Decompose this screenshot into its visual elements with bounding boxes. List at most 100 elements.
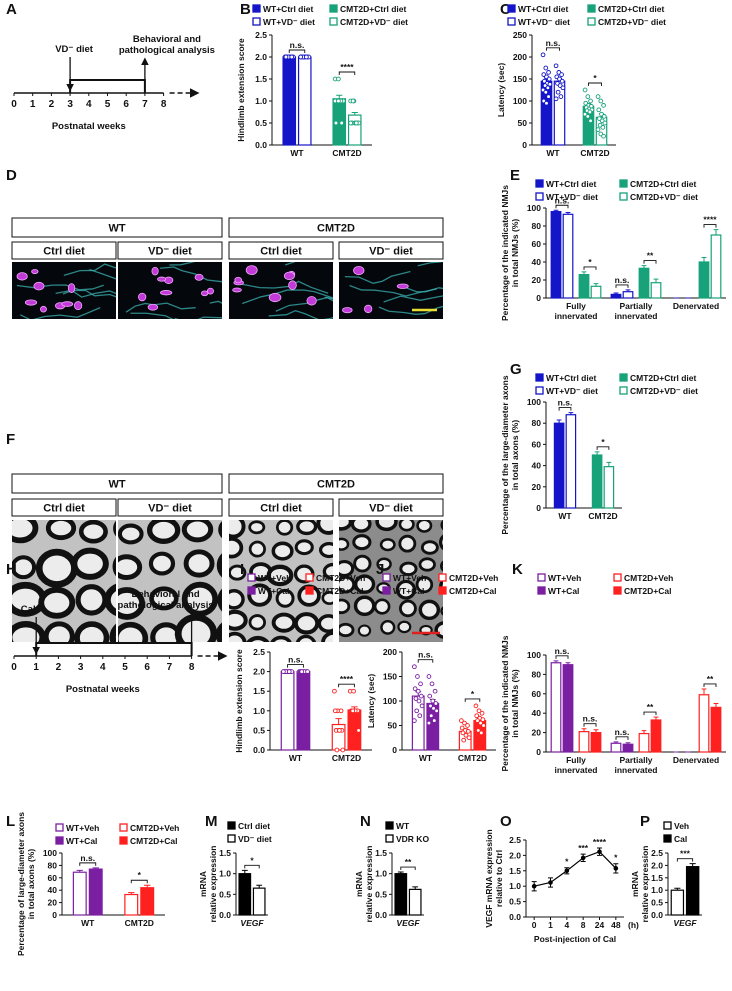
y-tick-label: 0 (392, 745, 397, 755)
legend-swatch (55, 836, 64, 845)
y-tick-label: 1.0 (219, 869, 231, 879)
y-tick-label: 50 (388, 721, 398, 731)
bar (590, 731, 602, 753)
axon-profile (271, 541, 294, 561)
data-point (419, 703, 425, 709)
data-point (560, 85, 566, 91)
legend-swatch (227, 821, 236, 830)
nmj (283, 271, 295, 281)
bar (140, 887, 155, 916)
legend-label: WT+VD⁻ diet (263, 17, 315, 27)
legend-swatch (247, 573, 256, 582)
condition-header-box (11, 498, 117, 517)
nmj (24, 299, 38, 306)
micrograph (229, 520, 333, 642)
legend-label: CMT2D+Ctrl diet (340, 4, 407, 14)
y-tick-label: 2.0 (253, 667, 265, 677)
y-tick-label: 150 (513, 74, 527, 84)
axon-profile (248, 520, 266, 535)
axon-profile (339, 622, 355, 638)
panel-letter: M (205, 813, 218, 830)
axon-profile (275, 588, 295, 608)
nmj (151, 266, 159, 276)
significance-bracket (558, 407, 572, 411)
nmj (74, 301, 83, 311)
week-label: 0 (11, 99, 17, 110)
axon-profile (318, 542, 333, 559)
bar (550, 662, 562, 753)
axon-profile (297, 584, 321, 607)
bar (698, 261, 710, 299)
axon (378, 305, 443, 315)
nmj (364, 304, 373, 314)
group-header: WT (108, 223, 125, 235)
data-point (332, 708, 338, 714)
axon-profile (418, 557, 436, 572)
legend-label: Veh (674, 821, 689, 831)
week-label: 4 (100, 662, 106, 673)
panel-letter: J (376, 561, 384, 578)
significance-bracket (596, 446, 610, 450)
axon-profile (181, 520, 214, 543)
error-bar (689, 863, 696, 867)
bar (72, 871, 87, 916)
nmj (353, 265, 365, 276)
treatment-label: Cal (21, 604, 36, 615)
condition-header: VD⁻ diet (148, 246, 192, 258)
y-tick-label: 1.0 (255, 96, 267, 106)
error-bar (653, 278, 659, 283)
axon-profile (174, 613, 218, 642)
significance-bracket (400, 866, 416, 871)
axon-profile (415, 576, 434, 594)
legend-swatch (663, 821, 672, 830)
data-point (304, 54, 309, 60)
legend-label: CMT2D+VD⁻ diet (630, 386, 698, 396)
panel-letter: O (500, 813, 512, 830)
group-header-box (228, 217, 444, 238)
axon-profile (380, 619, 396, 635)
y-tick-label: 0.5 (255, 118, 267, 128)
y-tick-label: 60 (532, 439, 542, 449)
bar (603, 466, 615, 509)
x-tick-label: Fully (566, 755, 586, 765)
legend-label: WT+Veh (393, 573, 426, 583)
y-tick-label: 0 (52, 910, 57, 920)
week-label: 1 (33, 662, 39, 673)
significance-bracket (555, 204, 569, 209)
x-tick-label: innervated (555, 311, 598, 321)
legend-label: WT+Ctrl diet (546, 373, 596, 383)
y-axis-label: relative expression (208, 845, 218, 922)
y-tick-label: 2.5 (651, 848, 663, 858)
bar (280, 670, 295, 751)
error-bar (593, 729, 599, 733)
significance-label: * (471, 689, 475, 699)
data-point (339, 120, 345, 126)
legend-label: CMT2D+VD⁻ diet (598, 17, 666, 27)
significance-bracket (464, 698, 481, 702)
legend-label: WT+VD⁻ diet (546, 192, 598, 202)
data-point (412, 664, 417, 670)
y-axis-label: in total axons (%) (510, 420, 520, 491)
error-bar (397, 871, 404, 874)
legend-label: CMT2D+Veh (449, 573, 498, 583)
legend-label: WT+VD⁻ diet (546, 386, 598, 396)
legend-label: WT+Cal (548, 586, 579, 596)
x-tick-label: 4 (564, 920, 569, 930)
decoration (12, 262, 443, 642)
y-tick-label: 60 (532, 239, 542, 249)
condition-header: Ctrl diet (260, 246, 302, 258)
data-point (543, 65, 549, 71)
data-point (601, 103, 606, 108)
data-point (298, 54, 304, 60)
axon (169, 262, 195, 266)
error-bar (674, 887, 681, 891)
data-point (418, 693, 424, 699)
analysis-label: Behavioral and (133, 34, 201, 45)
analysis-label: Behavioral and (132, 589, 200, 600)
data-point (286, 669, 292, 674)
week-label: 0 (11, 662, 17, 673)
data-point (416, 698, 422, 704)
axon-profile (321, 591, 333, 605)
axon (383, 295, 443, 303)
y-tick-label: 1.5 (375, 848, 387, 858)
